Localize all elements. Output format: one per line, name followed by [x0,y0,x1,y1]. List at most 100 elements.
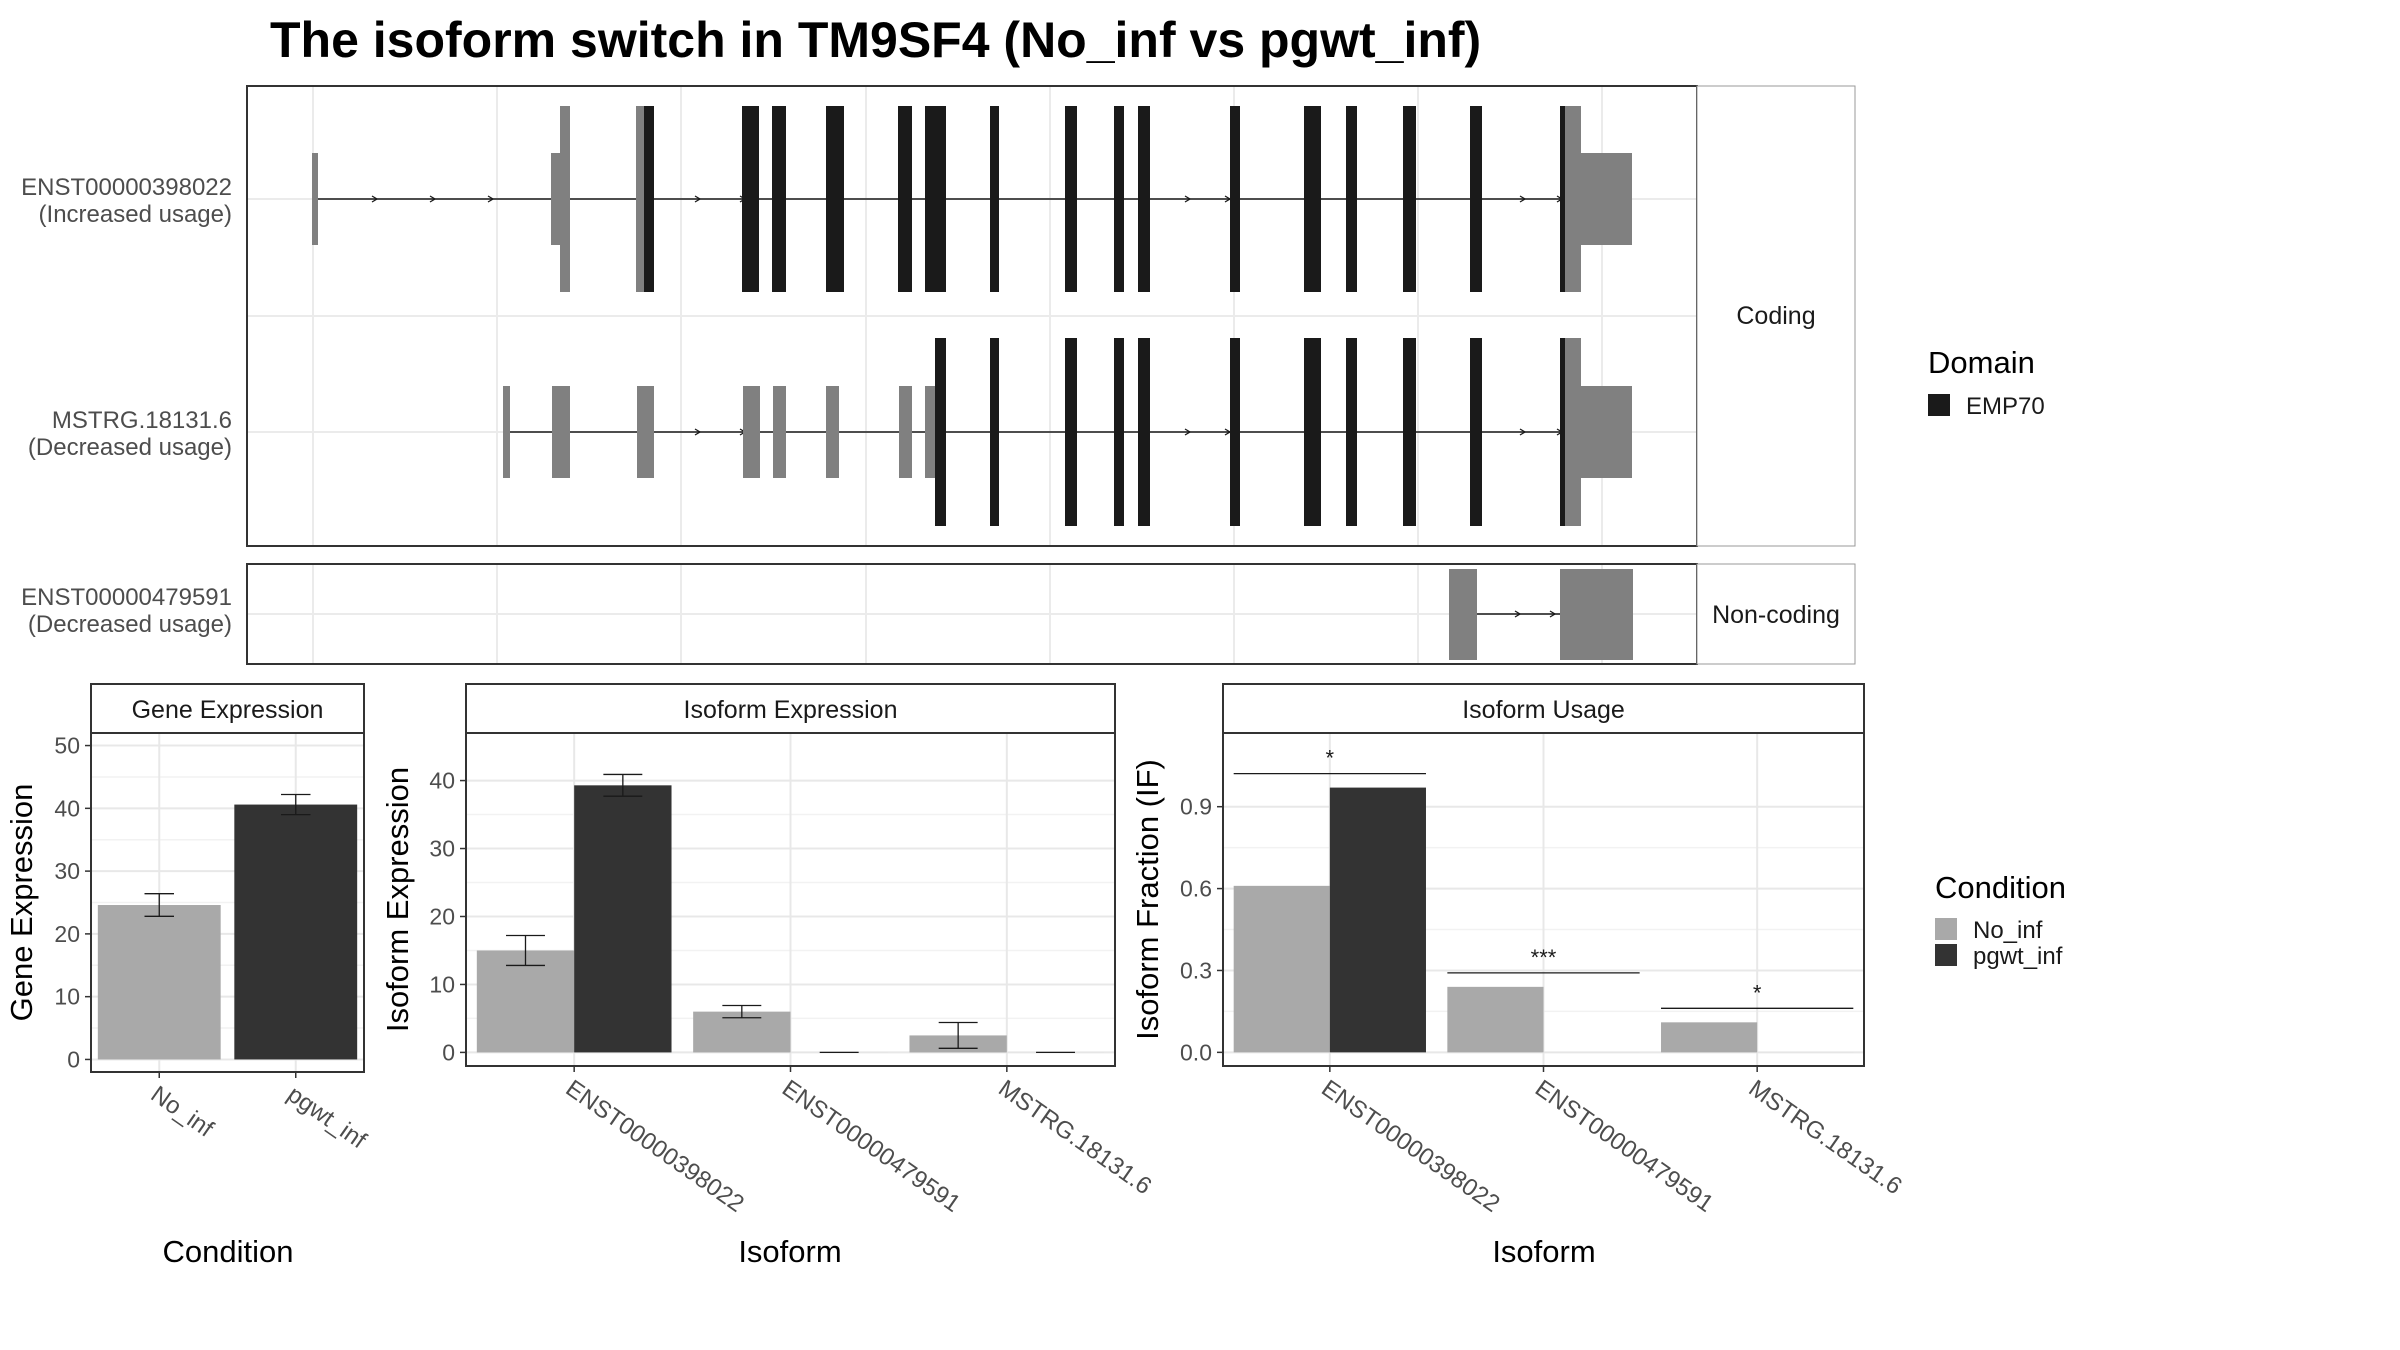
facet-label-coding: Coding [1736,302,1815,330]
domain-exon [1138,338,1150,526]
domain-exon [898,106,912,292]
strand-arrow [694,195,702,203]
isoform-usage-chart: Isoform Usage*****0.00.30.60.9ENST000003… [1130,683,1907,1269]
x-tick-label: MSTRG.18131.6 [993,1075,1156,1200]
domain-exon [1560,338,1565,526]
y-tick-label: 10 [429,971,455,997]
x-axis-title: Isoform [1492,1234,1595,1269]
domain-exon [1230,106,1240,292]
y-tick-label: 20 [54,921,80,947]
x-tick-label: ENST00000398022 [561,1075,749,1218]
x-axis-title: Isoform [738,1234,841,1269]
structure-panel-noncoding [246,563,1698,665]
domain-legend-swatch [1928,394,1950,416]
domain-exon [1065,338,1077,526]
x-tick-label: ENST00000479591 [777,1075,965,1218]
domain-exon [990,338,999,526]
y-tick-label: 0.9 [1180,794,1212,820]
strand-arrow [487,195,495,203]
domain-exon [1560,106,1565,292]
transcript-label: MSTRG.18131.6 [52,407,232,434]
panel-title: Gene Expression [132,696,324,724]
utr-exon [899,386,912,478]
utr-exon [312,153,318,245]
strand-arrow [1549,610,1557,618]
x-axis-title: Condition [163,1234,294,1269]
bar [1661,1022,1758,1053]
y-tick-label: 10 [54,984,80,1010]
strand-arrow [1514,610,1522,618]
transcript-label: ENST00000398022 [21,174,232,201]
panel-title: Isoform Expression [684,696,898,724]
transcript-usage: (Decreased usage) [28,611,232,638]
utr-exon [637,386,654,478]
strand-arrow [371,195,379,203]
bar [1329,787,1426,1053]
x-tick-label: ENST00000479591 [1530,1075,1718,1218]
utr-exon [743,386,760,478]
utr-exon [551,153,561,245]
y-axis-title: Gene Expression [4,784,39,1022]
bars [476,773,1105,1054]
transcript-track-ENST00000398022 [312,106,1632,292]
strand-arrow [1184,195,1192,203]
isoform-expression-chart: Isoform Expression 0 10 20 30 40 ENST000003980… [380,683,1156,1269]
utr-exon [773,386,786,478]
utr-exon [503,386,510,478]
y-tick-label: 30 [429,836,455,862]
utr-exon [1449,569,1477,660]
bar [476,950,575,1053]
bar [97,905,221,1060]
domain-exon [925,106,946,292]
domain-exon [935,338,946,526]
domain-legend-title: Domain [1928,345,2035,380]
utr-exon [636,106,644,292]
y-tick-label: 30 [54,858,80,884]
utr-exon [1565,338,1581,526]
y-tick-label: 0.3 [1180,957,1212,983]
domain-legend-label: EMP70 [1966,393,2045,420]
facet-strip-coding [1696,85,1856,547]
transcript-usage: (Increased usage) [39,201,232,228]
gene-expression-chart: Gene Expression 0 10 20 30 40 50 No_inf pgwt_inf… [4,683,371,1269]
domain-exon [1230,338,1240,526]
domain-exon [644,106,654,292]
facet-strip-noncoding [1696,563,1856,665]
strand-arrow [1184,428,1192,436]
structure-panel-coding [246,85,1698,547]
y-axis-title: Isoform Fraction (IF) [1130,759,1165,1040]
facet-strip [465,683,1116,734]
transcript-label: ENST00000479591 [21,584,232,611]
utr-exon [1581,386,1632,478]
facet-label-noncoding: Non-coding [1712,601,1840,629]
y-tick-label: 0.0 [1180,1039,1212,1065]
utr-exon [925,386,935,478]
utr-exon [1560,569,1633,660]
domain-exon [1346,106,1357,292]
bar [1447,986,1544,1053]
y-axis-title: Isoform Expression [380,767,415,1032]
utr-exon [1581,153,1632,245]
transcript-usage: (Decreased usage) [28,434,232,461]
panel-title: Isoform Usage [1462,696,1625,724]
strand-arrow [694,428,702,436]
strand-arrow [429,195,437,203]
domain-exon [1403,338,1416,526]
x-tick-label: MSTRG.18131.6 [1744,1075,1907,1200]
domain-exon [1304,338,1321,526]
utr-exon [826,386,839,478]
domain-exon [1346,338,1357,526]
bars: ***** [1233,746,1854,1053]
transcript-track-ENST00000479591 [1449,569,1633,660]
domain-exon [1470,106,1482,292]
y-tick-label: 0 [442,1039,455,1065]
domain-exon [1470,338,1482,526]
x-tick-label: ENST00000398022 [1316,1075,1504,1218]
utr-exon [1565,106,1581,292]
utr-exon [560,106,570,292]
y-tick-label: 50 [54,733,80,759]
strand-arrow [1519,195,1527,203]
y-tick-label: 40 [429,768,455,794]
x-tick-label: No_inf [146,1081,219,1143]
